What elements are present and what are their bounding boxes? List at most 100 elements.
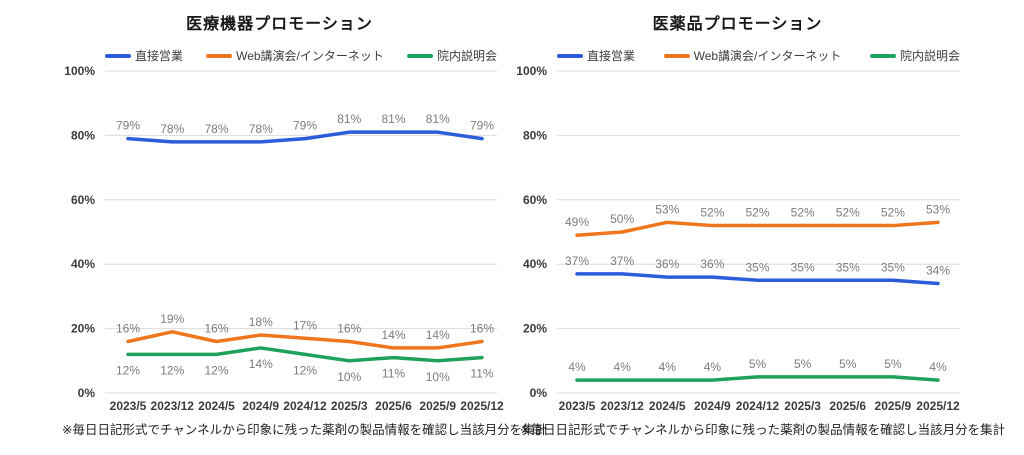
chart-panel-medical-devices: 医療機器プロモーション 直接営業 Web講演会/インターネット 院内説明会 0%…	[0, 0, 548, 438]
series-line	[575, 220, 940, 237]
data-label: 11%	[382, 367, 405, 381]
line-chart-medical-devices: 0% 20% 40% 60% 80% 100% 2023/5 2023/12 2024/5 202…	[64, 66, 504, 413]
legend-line-swatch	[869, 53, 896, 58]
data-label: 37%	[565, 254, 589, 268]
y-tick-label: 20%	[71, 322, 95, 336]
y-tick-label: 60%	[71, 193, 95, 207]
x-tick-label: 2025/6	[829, 399, 866, 413]
data-label: 17%	[293, 318, 317, 332]
data-label: 36%	[655, 257, 679, 271]
legend-item-direct-sales: 直接営業	[557, 47, 635, 64]
y-tick-label: 0%	[530, 386, 548, 400]
data-label: 11%	[470, 367, 493, 381]
data-label: 16%	[470, 321, 494, 335]
y-tick-label: 100%	[516, 66, 547, 78]
data-label: 52%	[700, 206, 724, 220]
legend-label: 院内説明会	[899, 49, 960, 63]
y-tick-label: 60%	[523, 193, 547, 207]
y-tick-label: 20%	[523, 322, 547, 336]
y-tick-label: 100%	[64, 66, 95, 78]
data-label: 12%	[160, 363, 184, 377]
x-tick-label: 2024/5	[649, 399, 686, 413]
data-label: 18%	[249, 315, 273, 329]
legend-label: Web講演会/インターネット	[236, 49, 384, 63]
x-tick-label: 2025/9	[875, 399, 912, 413]
data-label: 35%	[791, 260, 815, 274]
data-label: 4%	[659, 360, 677, 374]
x-tick-label: 2024/5	[198, 399, 235, 413]
data-label: 4%	[704, 360, 722, 374]
data-label: 5%	[839, 357, 857, 371]
data-label: 50%	[610, 212, 634, 226]
data-label: 81%	[337, 112, 361, 126]
data-label: 5%	[794, 357, 812, 371]
data-label: 14%	[381, 328, 405, 342]
series-line	[575, 375, 940, 382]
y-tick-label: 80%	[71, 128, 95, 142]
data-label: 79%	[470, 119, 494, 133]
data-label: 16%	[116, 321, 140, 335]
legend-line-swatch	[206, 53, 233, 58]
chart-title: 医薬品プロモーション	[652, 16, 823, 33]
data-label: 16%	[337, 321, 361, 335]
chart-header: 医薬品プロモーション	[515, 10, 960, 34]
legend-line-swatch	[105, 53, 131, 58]
legend-item-web-seminar: Web講演会/インターネット	[206, 47, 384, 64]
footnote: ※毎日日記形式でチャンネルから印象に残った薬剤の製品情報を確認し当該月分を集計	[62, 423, 548, 437]
legend-item-in-hospital-briefing: 院内説明会	[869, 47, 960, 64]
footnote: ※毎日日記形式でチャンネルから印象に残った薬剤の製品情報を確認し当該月分を集計	[520, 423, 1006, 437]
data-label: 37%	[610, 254, 634, 268]
legend-label: 直接営業	[135, 49, 184, 63]
data-label: 53%	[655, 202, 679, 216]
legend-item-in-hospital-briefing: 院内説明会	[406, 47, 497, 64]
data-label: 14%	[426, 328, 450, 342]
data-label: 12%	[116, 363, 140, 377]
data-label: 16%	[204, 321, 228, 335]
data-label: 35%	[881, 260, 905, 274]
series-line	[126, 330, 484, 350]
chart-header: 医療機器プロモーション	[62, 10, 497, 34]
data-label: 52%	[745, 206, 769, 220]
data-label: 81%	[381, 112, 405, 126]
charts-row: 医療機器プロモーション 直接営業 Web講演会/インターネット 院内説明会 0%…	[0, 0, 1024, 438]
legend-label: 直接営業	[587, 49, 636, 63]
data-label: 49%	[565, 215, 589, 229]
data-label: 52%	[881, 206, 905, 220]
data-label: 78%	[204, 122, 228, 136]
x-tick-label: 2023/5	[110, 399, 147, 413]
data-label: 52%	[791, 206, 815, 220]
x-tick-label: 2023/12	[600, 399, 644, 413]
chart-panel-pharmaceuticals: 医薬品プロモーション 直接営業 Web講演会/インターネット 院内説明会 0% 2…	[512, 0, 1024, 438]
series-line	[126, 130, 484, 144]
chart-title: 医療機器プロモーション	[186, 16, 373, 33]
legend-item-direct-sales: 直接営業	[105, 47, 183, 64]
x-tick-label: 2025/12	[916, 399, 960, 413]
data-label: 12%	[293, 363, 317, 377]
data-label: 78%	[249, 122, 273, 136]
x-tick-label: 2024/12	[736, 399, 780, 413]
data-label: 35%	[745, 260, 769, 274]
x-tick-label: 2025/12	[460, 399, 504, 413]
x-tick-label: 2025/3	[331, 399, 368, 413]
data-label: 35%	[836, 260, 860, 274]
y-tick-label: 40%	[523, 257, 547, 271]
x-tick-label: 2025/3	[784, 399, 821, 413]
data-label: 53%	[926, 202, 950, 216]
x-tick-label: 2023/5	[559, 399, 596, 413]
legend-label: Web講演会/インターネット	[693, 49, 842, 63]
data-label: 36%	[700, 257, 724, 271]
data-label: 79%	[116, 119, 140, 133]
data-label: 4%	[929, 360, 947, 374]
data-label: 78%	[160, 122, 184, 136]
data-label: 81%	[426, 112, 450, 126]
data-label: 19%	[160, 312, 184, 326]
line-chart-pharmaceuticals: 0% 20% 40% 60% 80% 100% 2023/5 2023/12 2024/5 202…	[516, 66, 960, 413]
data-label: 79%	[293, 119, 317, 133]
x-tick-label: 2024/9	[242, 399, 279, 413]
data-label: 10%	[337, 370, 361, 384]
data-label: 5%	[884, 357, 902, 371]
data-label: 5%	[749, 357, 767, 371]
legend: 直接営業 Web講演会/インターネット 院内説明会	[105, 47, 497, 64]
y-tick-label: 40%	[71, 257, 95, 271]
data-label: 34%	[926, 264, 950, 278]
